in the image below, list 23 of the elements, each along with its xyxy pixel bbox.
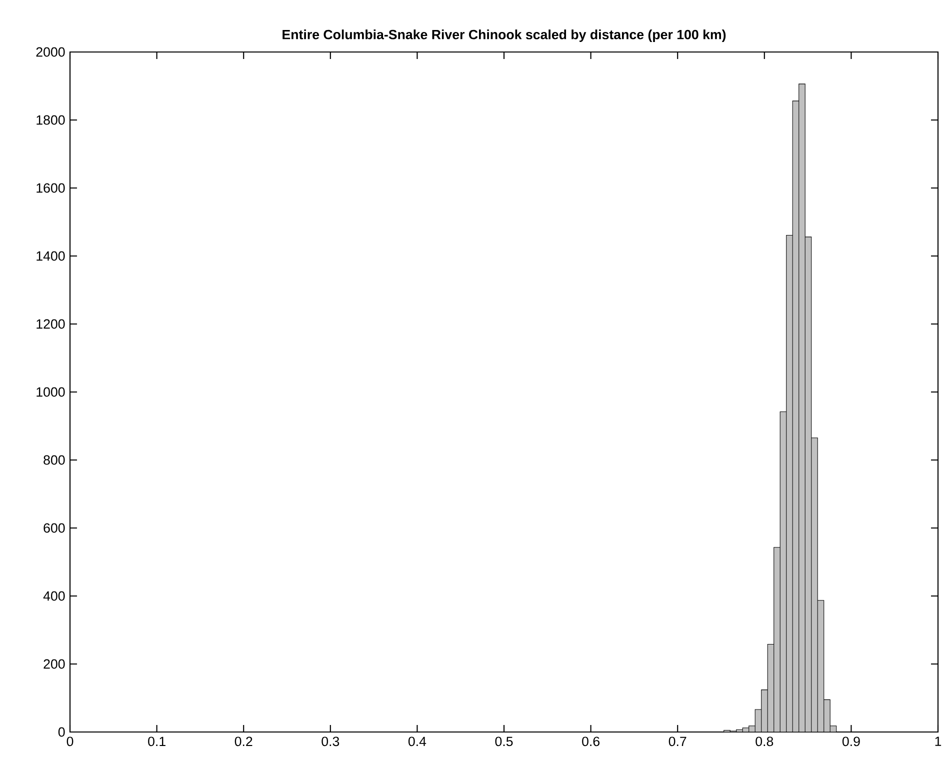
y-tick-label: 400: [43, 591, 65, 601]
y-tick-label: 1800: [36, 115, 65, 125]
y-tick-label: 1600: [36, 183, 65, 193]
x-tick-label: 0.3: [322, 736, 340, 746]
x-tick-label: 0.1: [148, 736, 166, 746]
x-tick-label: 0.8: [756, 736, 774, 746]
y-tick-label: 200: [44, 659, 65, 669]
x-tick-label: 0: [66, 736, 74, 746]
x-tick-label: 0.7: [668, 736, 686, 746]
y-tick-label: 800: [44, 455, 65, 465]
y-tick-label: 2000: [36, 47, 65, 57]
x-tick-label: 0.9: [842, 736, 860, 746]
x-tick-label: 0.5: [495, 736, 513, 746]
y-tick-label: 1000: [36, 387, 65, 397]
y-tick-label: 0: [58, 727, 65, 737]
x-tick-label: 0.6: [582, 736, 600, 746]
x-tick-label: 0.4: [408, 736, 426, 746]
x-tick-label: 0.2: [234, 736, 252, 746]
y-tick-label: 600: [44, 523, 65, 533]
y-tick-label: 1200: [36, 319, 65, 329]
chart-title: Entire Columbia-Snake River Chinook scaled by distance (per 100 km): [282, 30, 726, 42]
y-tick-label: 1400: [36, 251, 65, 261]
x-tick-label: 1: [935, 736, 942, 746]
